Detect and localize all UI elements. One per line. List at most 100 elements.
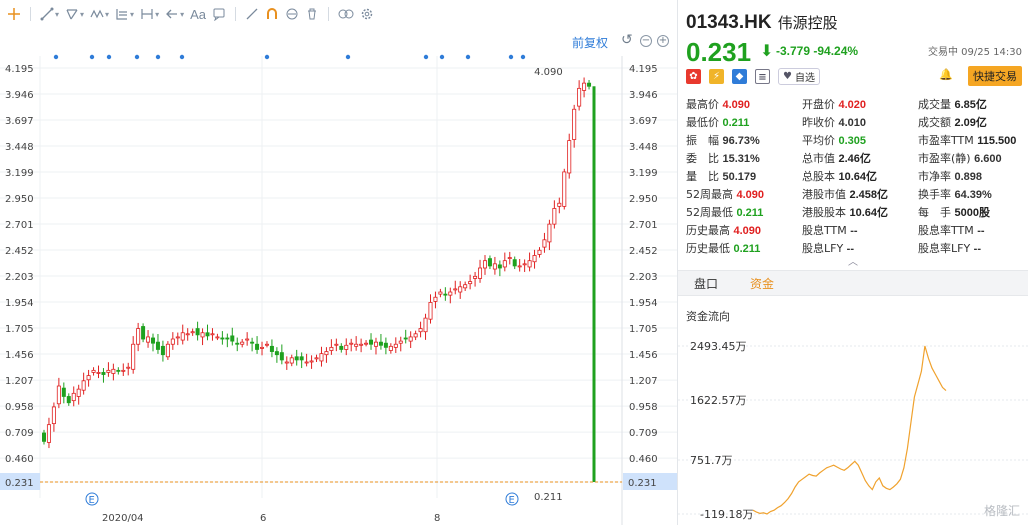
- candle-body: [101, 372, 106, 375]
- stat-item: 换手率 64.39%: [918, 186, 992, 202]
- stat-item: 港股股本 10.64亿: [802, 204, 888, 220]
- stat-value: 115.500: [977, 135, 1017, 147]
- candle-body: [448, 291, 453, 296]
- expand-chevron-icon[interactable]: ︿: [848, 257, 858, 268]
- restore-rights-button[interactable]: 前复权: [572, 36, 609, 50]
- candle-body: [240, 341, 245, 345]
- zoom-out-icon[interactable]: −: [640, 35, 652, 47]
- stat-value: 15.31%: [722, 153, 760, 165]
- pen-tool-icon[interactable]: [242, 3, 262, 25]
- trash-icon[interactable]: [302, 3, 322, 25]
- line-tool-icon[interactable]: ▾: [37, 3, 62, 25]
- candle-body: [542, 239, 547, 248]
- price-axis-label: 3.946: [5, 90, 34, 101]
- stat-item: 市盈率(静) 6.600: [918, 150, 1002, 166]
- lightning-icon[interactable]: ⚡: [709, 69, 724, 84]
- stat-value: 10.64亿: [849, 207, 889, 219]
- stat-value: 64.39%: [954, 189, 992, 201]
- candle-body: [443, 293, 448, 296]
- stat-label: 港股市值: [802, 188, 850, 201]
- stat-value: --: [977, 225, 985, 237]
- candlestick-chart: 4.195 4.195 3.946 3.946 3.697 3.697 3.448 3.448…: [0, 54, 677, 525]
- reset-icon[interactable]: ↺: [621, 32, 633, 48]
- channel-tool-icon[interactable]: ▾: [62, 3, 87, 25]
- toolbar-divider: [328, 7, 329, 21]
- candle-body: [71, 392, 76, 402]
- candle-body: [230, 335, 235, 342]
- price-axis-label: 2.701: [5, 220, 34, 231]
- candle-body: [289, 357, 294, 364]
- event-e-label: E: [509, 495, 515, 506]
- fund-flow-chart: 2493.45万 1622.57万 751.7万 -119.18万: [678, 340, 1028, 521]
- candle-body: [478, 267, 483, 279]
- toolbar-divider: [30, 7, 31, 21]
- drawing-toolbar: ▾ ▾ ▾ ▾ ▾ ▾ Aa: [0, 0, 677, 28]
- candle-body: [314, 357, 319, 360]
- news-icon[interactable]: ≡: [755, 69, 770, 84]
- event-dot: [439, 54, 445, 60]
- candle-body: [359, 343, 364, 346]
- arrow-tool-icon[interactable]: ▾: [162, 3, 187, 25]
- stat-item: 量 比 50.179: [686, 168, 756, 184]
- time-axis-label: 8: [434, 513, 440, 524]
- candle-body: [373, 341, 378, 347]
- stat-label: 市盈率TTM: [918, 134, 978, 147]
- price-axis-label: 1.207: [629, 376, 658, 387]
- price-axis-label: 3.199: [5, 168, 34, 179]
- quote-header: 01343.HK 伟源控股: [686, 12, 838, 34]
- crosshair-icon[interactable]: [4, 3, 24, 25]
- price-axis-label: 3.448: [629, 142, 658, 153]
- time-axis-label: 2020/04: [102, 513, 144, 524]
- time-axis-label: 6: [260, 513, 266, 524]
- candle-body: [587, 82, 592, 87]
- stat-label: 股息TTM: [802, 224, 851, 237]
- candle-body: [408, 336, 413, 342]
- candle-body: [423, 317, 428, 333]
- event-dot: [423, 54, 429, 60]
- flow-axis-label: -119.18万: [700, 508, 753, 521]
- add-watchlist-button[interactable]: ♥ 自选: [778, 68, 820, 85]
- hk-flag-icon[interactable]: ✿: [686, 69, 701, 84]
- candle-body: [96, 372, 101, 374]
- candle-body: [532, 255, 537, 263]
- price-axis-label: 1.954: [5, 298, 34, 309]
- stat-value: 6.600: [974, 153, 1002, 165]
- stat-label: 委 比: [686, 152, 723, 165]
- stat-value: 96.73%: [722, 135, 760, 147]
- price-axis-label: 4.195: [5, 64, 34, 75]
- price-axis-label: 1.705: [5, 324, 34, 335]
- tag-icon[interactable]: ◆: [732, 69, 747, 84]
- wave-tool-icon[interactable]: ▾: [87, 3, 112, 25]
- candle-body: [245, 338, 250, 341]
- quick-trade-button[interactable]: 快捷交易: [968, 66, 1022, 86]
- tab-zijin[interactable]: 资金: [750, 276, 775, 291]
- event-dot: [179, 54, 185, 60]
- stat-label: 市盈率(静): [918, 152, 975, 165]
- settings-icon[interactable]: [357, 3, 377, 25]
- magnet-icon[interactable]: [262, 3, 282, 25]
- kline-chart[interactable]: 4.195 4.195 3.946 3.946 3.697 3.697 3.448 3.448…: [0, 28, 677, 525]
- measure-tool-icon[interactable]: ▾: [137, 3, 162, 25]
- link-icon[interactable]: [335, 3, 357, 25]
- stat-item: 股息率TTM --: [918, 222, 985, 238]
- candle-body: [210, 333, 215, 336]
- fund-flow-line: [752, 345, 947, 515]
- candle-body: [334, 343, 339, 346]
- price-tag-left: [0, 473, 40, 490]
- fib-tool-icon[interactable]: ▾: [112, 3, 137, 25]
- text-tool-icon[interactable]: Aa: [190, 6, 206, 22]
- candle-body: [592, 86, 596, 483]
- event-dot: [264, 54, 270, 60]
- price-axis-label: 0.460: [629, 454, 658, 465]
- stat-item: 股息TTM --: [802, 222, 858, 238]
- zoom-in-icon[interactable]: +: [657, 35, 669, 47]
- event-e-icon: [505, 492, 519, 506]
- lock-icon[interactable]: [282, 3, 302, 25]
- comment-tool-icon[interactable]: [209, 3, 229, 25]
- price-axis-label: 1.705: [629, 324, 658, 335]
- tab-pankou[interactable]: 盘口: [694, 276, 719, 291]
- price-axis-label: 3.946: [629, 90, 658, 101]
- candle-body: [66, 396, 71, 404]
- bell-icon[interactable]: 🔔: [939, 68, 953, 81]
- candle-body: [56, 385, 61, 405]
